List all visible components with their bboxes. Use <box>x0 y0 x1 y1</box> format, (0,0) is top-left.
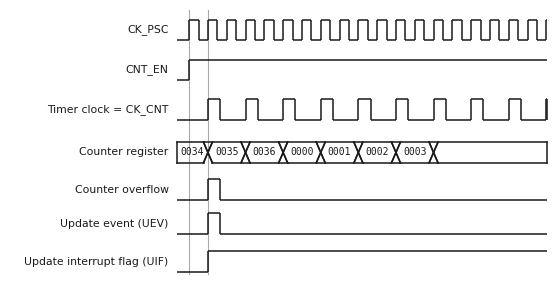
Text: CNT_EN: CNT_EN <box>126 64 169 75</box>
Text: 0002: 0002 <box>366 147 389 158</box>
Text: Timer clock = CK_CNT: Timer clock = CK_CNT <box>48 104 169 115</box>
Text: Counter overflow: Counter overflow <box>75 184 169 195</box>
Text: Update interrupt flag (UIF): Update interrupt flag (UIF) <box>24 256 169 267</box>
Text: 0003: 0003 <box>403 147 426 158</box>
Text: 0000: 0000 <box>290 147 314 158</box>
Text: 0001: 0001 <box>328 147 351 158</box>
Text: 0035: 0035 <box>215 147 238 158</box>
Text: CK_PSC: CK_PSC <box>127 25 169 35</box>
Text: 0034: 0034 <box>181 147 204 158</box>
Text: 0036: 0036 <box>253 147 276 158</box>
Text: Update event (UEV): Update event (UEV) <box>60 219 169 229</box>
Text: Counter register: Counter register <box>80 147 169 158</box>
